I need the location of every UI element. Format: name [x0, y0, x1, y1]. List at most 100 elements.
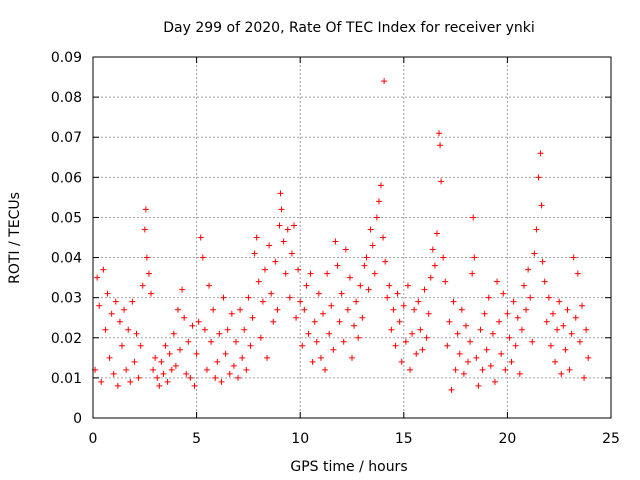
data-point: [510, 298, 517, 305]
data-point: [498, 350, 505, 357]
data-point: [388, 326, 395, 333]
data-point: [429, 246, 436, 253]
data-point: [181, 314, 188, 321]
data-point: [100, 266, 107, 273]
data-point: [398, 358, 405, 365]
data-point: [222, 350, 229, 357]
data-point: [284, 226, 291, 233]
data-point: [228, 310, 235, 317]
data-point: [367, 226, 374, 233]
data-point: [164, 378, 171, 385]
data-point: [301, 306, 308, 313]
data-point: [400, 302, 407, 309]
data-point: [259, 298, 266, 305]
data-point: [438, 178, 445, 185]
data-point: [556, 298, 563, 305]
data-point: [187, 374, 194, 381]
data-point: [353, 298, 360, 305]
data-point: [199, 254, 206, 261]
data-point: [307, 270, 314, 277]
data-point: [415, 298, 422, 305]
data-point: [583, 326, 590, 333]
data-point: [195, 318, 202, 325]
data-point: [369, 242, 376, 249]
data-point: [375, 198, 382, 205]
data-point: [564, 306, 571, 313]
data-point: [127, 378, 134, 385]
x-tick-labels: 0 5 10 15 20 25: [89, 431, 620, 447]
data-point: [342, 246, 349, 253]
data-point: [460, 370, 467, 377]
data-point: [538, 202, 545, 209]
data-point: [381, 78, 388, 85]
data-point: [116, 318, 123, 325]
x-tick-label: 5: [192, 431, 201, 447]
data-point: [203, 366, 210, 373]
data-point: [483, 346, 490, 353]
data-point: [487, 362, 494, 369]
data-point: [319, 310, 326, 317]
data-point: [572, 314, 579, 321]
y-tick-label: 0.09: [51, 50, 82, 66]
data-point: [349, 354, 355, 361]
grid-lines: [93, 57, 611, 418]
data-point: [473, 354, 480, 361]
data-point: [442, 278, 449, 285]
data-point: [394, 290, 401, 297]
data-point: [531, 250, 538, 257]
data-point: [235, 374, 242, 381]
data-point: [541, 278, 548, 285]
data-point: [500, 290, 507, 297]
data-point: [576, 338, 583, 345]
data-point: [514, 314, 521, 321]
y-tick-label: 0.07: [51, 130, 82, 146]
data-point: [110, 370, 117, 377]
y-axis-label: ROTI / TECUs: [7, 192, 23, 284]
x-tick-label: 25: [602, 431, 620, 447]
data-point: [189, 322, 196, 329]
data-point: [543, 318, 550, 325]
data-point: [436, 130, 443, 137]
data-point: [413, 350, 420, 357]
data-point: [396, 318, 403, 325]
data-point: [290, 222, 297, 229]
data-point: [585, 354, 592, 361]
data-point: [261, 266, 268, 273]
data-point: [156, 382, 163, 389]
data-point: [150, 366, 157, 373]
data-point: [299, 342, 306, 349]
data-point: [247, 342, 254, 349]
data-point: [516, 370, 523, 377]
data-point: [305, 330, 312, 337]
data-point: [467, 338, 474, 345]
data-point: [286, 294, 293, 301]
data-point: [288, 250, 295, 257]
data-point: [340, 338, 347, 345]
data-point: [568, 330, 575, 337]
data-point: [554, 326, 561, 333]
data-point: [162, 342, 169, 349]
data-point: [135, 374, 142, 381]
data-point: [489, 330, 496, 337]
data-point: [106, 354, 113, 361]
data-point: [512, 342, 519, 349]
data-point: [166, 350, 173, 357]
data-point: [361, 262, 368, 269]
data-point: [475, 382, 482, 389]
data-point: [277, 190, 284, 197]
data-point: [96, 302, 103, 309]
data-point: [324, 270, 331, 277]
data-point: [143, 254, 150, 261]
data-point: [313, 338, 320, 345]
data-point: [311, 318, 318, 325]
data-point: [539, 258, 546, 265]
x-tick-label: 20: [498, 431, 516, 447]
data-point: [131, 358, 138, 365]
data-point: [411, 306, 418, 313]
data-point: [280, 238, 287, 245]
data-point: [191, 382, 198, 389]
data-point: [212, 374, 219, 381]
data-point: [193, 350, 200, 357]
data-point: [237, 306, 244, 313]
data-point: [230, 362, 237, 369]
